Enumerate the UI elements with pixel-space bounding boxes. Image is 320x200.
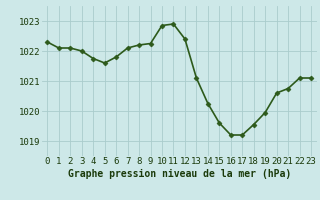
- X-axis label: Graphe pression niveau de la mer (hPa): Graphe pression niveau de la mer (hPa): [68, 169, 291, 179]
